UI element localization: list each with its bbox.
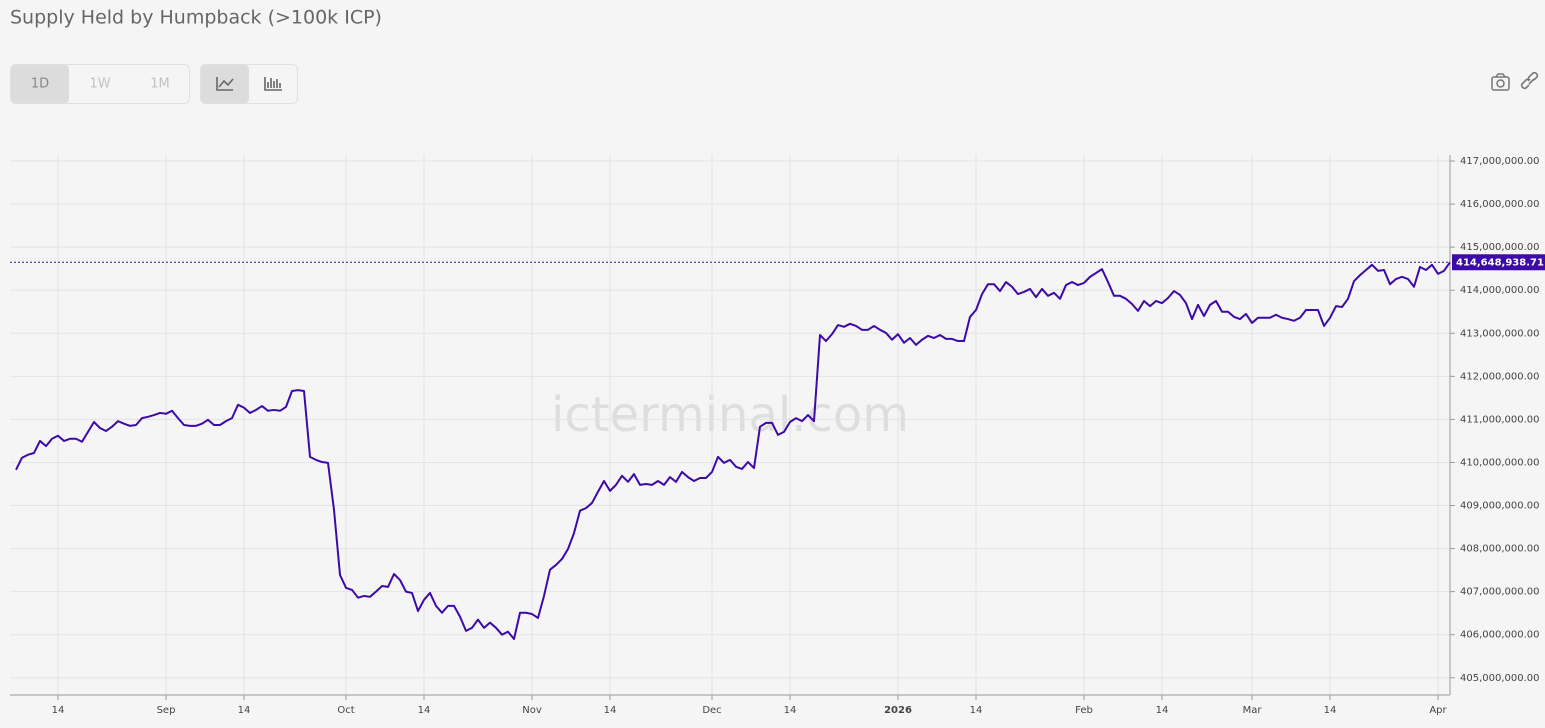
x-tick-label: Mar [1243, 705, 1263, 716]
type-selected [201, 65, 249, 103]
x-tick-label: 14 [604, 705, 617, 716]
x-tick-label: 14 [418, 705, 431, 716]
range-button[interactable]: 1W [89, 77, 110, 92]
line-chart-icon[interactable] [216, 77, 234, 91]
y-tick-label: 413,000,000.00 [1460, 328, 1540, 339]
last-value-box [1452, 254, 1545, 271]
y-tick-label: 414,000,000.00 [1460, 285, 1540, 296]
x-tick-label: Sep [157, 705, 176, 716]
y-tick-label: 417,000,000.00 [1460, 156, 1540, 167]
y-tick-label: 405,000,000.00 [1460, 673, 1540, 684]
last-value-label: 414,648,938.71 [1456, 257, 1544, 268]
bar-chart-icon[interactable] [264, 77, 282, 91]
x-tick-label: 14 [52, 705, 65, 716]
chart-title: Supply Held by Humpback (>100k ICP) [10, 7, 382, 29]
range-button[interactable]: 1D [31, 77, 49, 92]
line-series [15, 261, 1451, 641]
link-icon[interactable] [1520, 71, 1539, 90]
watermark: icterminal.com [551, 387, 909, 443]
camera-icon[interactable] [1491, 73, 1510, 91]
x-tick-label: Oct [337, 705, 354, 716]
y-tick-label: 409,000,000.00 [1460, 501, 1540, 512]
y-tick-label: 408,000,000.00 [1460, 544, 1540, 555]
y-tick-label: 406,000,000.00 [1460, 630, 1540, 641]
x-tick-label: 2026 [884, 705, 912, 716]
x-tick-label: 14 [1156, 705, 1169, 716]
y-tick-label: 410,000,000.00 [1460, 457, 1540, 468]
x-tick-label: Feb [1075, 705, 1093, 716]
y-tick-label: 412,000,000.00 [1460, 371, 1540, 382]
x-tick-label: Dec [702, 705, 721, 716]
y-tick-label: 416,000,000.00 [1460, 199, 1540, 210]
y-tick-label: 411,000,000.00 [1460, 414, 1540, 425]
x-tick-label: 14 [970, 705, 983, 716]
x-tick-label: Nov [522, 705, 542, 716]
y-tick-label: 415,000,000.00 [1460, 242, 1540, 253]
x-tick-label: 14 [1324, 705, 1337, 716]
x-tick-label: 14 [238, 705, 251, 716]
x-tick-label: 14 [784, 705, 797, 716]
y-tick-label: 407,000,000.00 [1460, 587, 1540, 598]
range-selected [11, 65, 69, 103]
x-tick-label: Apr [1429, 705, 1447, 716]
range-button[interactable]: 1M [150, 77, 170, 92]
